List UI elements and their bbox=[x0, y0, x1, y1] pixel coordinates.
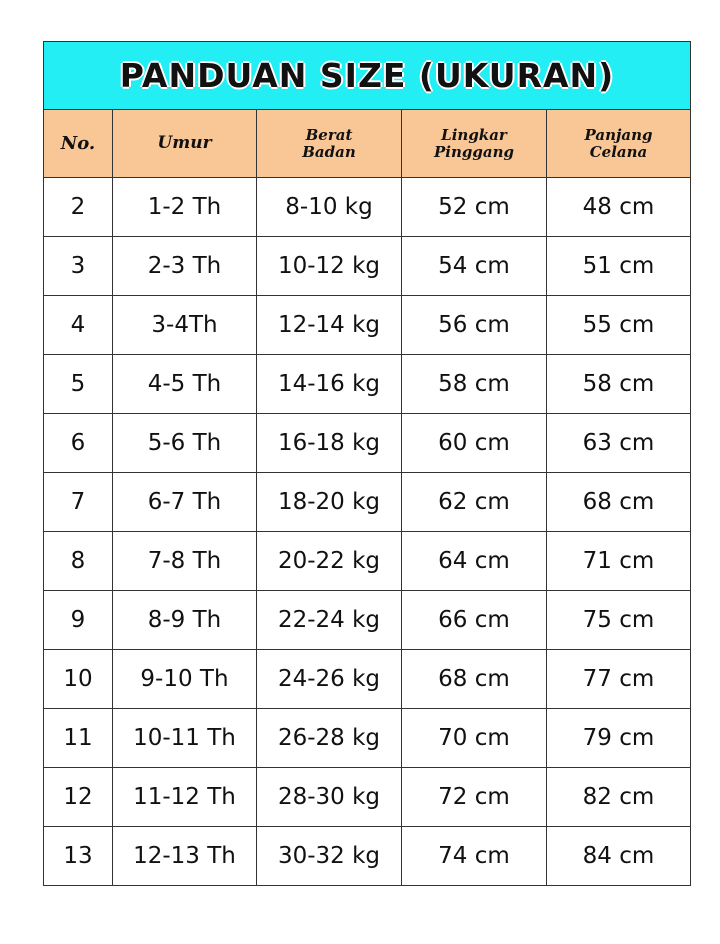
column-header-line: Panjang bbox=[584, 125, 653, 144]
table-cell: 6 bbox=[43, 413, 113, 473]
table-cell: 3 bbox=[43, 236, 113, 296]
table-cell: 60 cm bbox=[401, 413, 547, 473]
column-header-line: Lingkar bbox=[441, 125, 507, 144]
table-cell: 20-22 kg bbox=[256, 531, 402, 591]
table-cell: 28-30 kg bbox=[256, 767, 402, 827]
table-cell: 58 cm bbox=[546, 354, 691, 414]
table-row: 10 9-10 Th 24-26 kg 68 cm 77 cm bbox=[43, 649, 691, 709]
table-cell: 4 bbox=[43, 295, 113, 355]
column-header: No. bbox=[43, 109, 113, 178]
table-cell: 51 cm bbox=[546, 236, 691, 296]
table-cell: 77 cm bbox=[546, 649, 691, 709]
table-row: 11 10-11 Th 26-28 kg 70 cm 79 cm bbox=[43, 708, 691, 768]
table-row: 9 8-9 Th 22-24 kg 66 cm 75 cm bbox=[43, 590, 691, 650]
table-cell: 63 cm bbox=[546, 413, 691, 473]
table-cell: 75 cm bbox=[546, 590, 691, 650]
table-cell: 4-5 Th bbox=[112, 354, 257, 414]
table-cell: 8-9 Th bbox=[112, 590, 257, 650]
table-cell: 5 bbox=[43, 354, 113, 414]
table-row: 12 11-12 Th 28-30 kg 72 cm 82 cm bbox=[43, 767, 691, 827]
table-cell: 6-7 Th bbox=[112, 472, 257, 532]
size-guide-table: PANDUAN SIZE (UKURAN) No. Umur Berat Badan L… bbox=[43, 41, 691, 886]
table-cell: 66 cm bbox=[401, 590, 547, 650]
table-row: 5 4-5 Th 14-16 kg 58 cm 58 cm bbox=[43, 354, 691, 414]
table-cell: 68 cm bbox=[546, 472, 691, 532]
column-header-line: Umur bbox=[157, 133, 212, 153]
table-cell: 9-10 Th bbox=[112, 649, 257, 709]
table-cell: 26-28 kg bbox=[256, 708, 402, 768]
table-row: 13 12-13 Th 30-32 kg 74 cm 84 cm bbox=[43, 826, 691, 886]
table-cell: 64 cm bbox=[401, 531, 547, 591]
table-cell: 54 cm bbox=[401, 236, 547, 296]
table-cell: 2 bbox=[43, 177, 113, 237]
table-cell: 58 cm bbox=[401, 354, 547, 414]
table-row: 2 1-2 Th 8-10 kg 52 cm 48 cm bbox=[43, 177, 691, 237]
table-cell: 30-32 kg bbox=[256, 826, 402, 886]
table-row: 4 3-4Th 12-14 kg 56 cm 55 cm bbox=[43, 295, 691, 355]
table-cell: 79 cm bbox=[546, 708, 691, 768]
table-cell: 68 cm bbox=[401, 649, 547, 709]
table-cell: 12 bbox=[43, 767, 113, 827]
table-cell: 48 cm bbox=[546, 177, 691, 237]
table-cell: 74 cm bbox=[401, 826, 547, 886]
table-cell: 10-12 kg bbox=[256, 236, 402, 296]
table-cell: 2-3 Th bbox=[112, 236, 257, 296]
table-cell: 11 bbox=[43, 708, 113, 768]
table-cell: 84 cm bbox=[546, 826, 691, 886]
column-header: Lingkar Pinggang bbox=[401, 109, 547, 178]
column-header-line: Badan bbox=[302, 142, 356, 161]
column-header-line: Celana bbox=[589, 142, 648, 161]
table-row: 6 5-6 Th 16-18 kg 60 cm 63 cm bbox=[43, 413, 691, 473]
table-cell: 1-2 Th bbox=[112, 177, 257, 237]
table-cell: 56 cm bbox=[401, 295, 547, 355]
table-cell: 13 bbox=[43, 826, 113, 886]
table-cell: 12-13 Th bbox=[112, 826, 257, 886]
header-row: No. Umur Berat Badan Lingkar Pinggang Panjang C… bbox=[43, 109, 691, 178]
table-cell: 71 cm bbox=[546, 531, 691, 591]
table-cell: 52 cm bbox=[401, 177, 547, 237]
table-cell: 10-11 Th bbox=[112, 708, 257, 768]
table-cell: 7 bbox=[43, 472, 113, 532]
table-cell: 82 cm bbox=[546, 767, 691, 827]
column-header-line: Berat bbox=[305, 125, 353, 144]
table-cell: 55 cm bbox=[546, 295, 691, 355]
column-header-line: No. bbox=[60, 133, 96, 154]
table-cell: 8 bbox=[43, 531, 113, 591]
column-header-line: Pinggang bbox=[434, 142, 514, 161]
table-cell: 72 cm bbox=[401, 767, 547, 827]
table-cell: 12-14 kg bbox=[256, 295, 402, 355]
table-cell: 62 cm bbox=[401, 472, 547, 532]
column-header: Panjang Celana bbox=[546, 109, 691, 178]
table-cell: 7-8 Th bbox=[112, 531, 257, 591]
table-cell: 14-16 kg bbox=[256, 354, 402, 414]
table-cell: 10 bbox=[43, 649, 113, 709]
table-cell: 8-10 kg bbox=[256, 177, 402, 237]
table-cell: 16-18 kg bbox=[256, 413, 402, 473]
table-cell: 22-24 kg bbox=[256, 590, 402, 650]
table-row: 3 2-3 Th 10-12 kg 54 cm 51 cm bbox=[43, 236, 691, 296]
column-header: Berat Badan bbox=[256, 109, 402, 178]
table-cell: 18-20 kg bbox=[256, 472, 402, 532]
table-cell: 11-12 Th bbox=[112, 767, 257, 827]
table-row: 8 7-8 Th 20-22 kg 64 cm 71 cm bbox=[43, 531, 691, 591]
table-cell: 3-4Th bbox=[112, 295, 257, 355]
table-cell: 70 cm bbox=[401, 708, 547, 768]
column-header: Umur bbox=[112, 109, 257, 178]
table-row: 7 6-7 Th 18-20 kg 62 cm 68 cm bbox=[43, 472, 691, 532]
table-title: PANDUAN SIZE (UKURAN) bbox=[43, 41, 691, 110]
table-cell: 9 bbox=[43, 590, 113, 650]
table-cell: 5-6 Th bbox=[112, 413, 257, 473]
table-cell: 24-26 kg bbox=[256, 649, 402, 709]
